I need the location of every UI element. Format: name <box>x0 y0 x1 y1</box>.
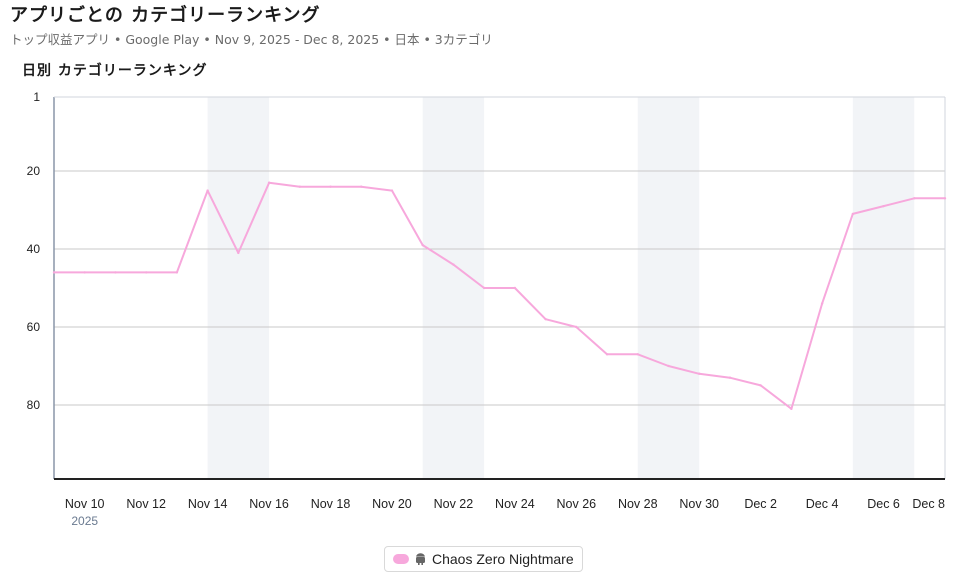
data-point <box>605 353 609 356</box>
x-tick-label: Dec 8 <box>912 497 945 511</box>
x-tick-label: Nov 16 <box>249 497 289 511</box>
page-header: アプリごとの カテゴリーランキング トップ収益アプリ • Google Play… <box>10 4 950 49</box>
legend-item[interactable]: Chaos Zero Nightmare <box>384 546 583 572</box>
data-point <box>820 302 824 305</box>
y-tick-label: 40 <box>27 242 41 256</box>
data-point <box>636 353 639 356</box>
page-subtitle: トップ収益アプリ • Google Play • Nov 9, 2025 - D… <box>10 32 493 47</box>
data-point <box>144 271 148 274</box>
x-tick-label: Nov 30 <box>679 497 719 511</box>
data-point <box>390 189 394 192</box>
legend-swatch <box>393 554 409 564</box>
x-tick-label: Nov 28 <box>618 497 658 511</box>
y-tick-label: 60 <box>27 320 41 334</box>
data-point <box>667 364 670 368</box>
data-point <box>698 372 701 375</box>
data-point <box>175 271 179 274</box>
legend-label: Chaos Zero Nightmare <box>432 551 574 567</box>
data-point <box>452 263 455 266</box>
x-tick-label: Nov 20 <box>372 497 412 511</box>
weekend-band <box>637 97 700 479</box>
data-point <box>298 185 301 188</box>
android-icon <box>416 553 425 565</box>
x-tick-label: Nov 22 <box>434 497 474 511</box>
y-tick-label: 80 <box>27 398 41 412</box>
data-point <box>114 271 117 274</box>
data-point <box>943 197 947 200</box>
x-tick-label: Nov 14 <box>188 497 228 511</box>
data-point <box>851 212 855 216</box>
data-point <box>513 286 517 290</box>
data-point <box>206 189 209 192</box>
weekend-band <box>852 97 915 479</box>
x-tick-label: Nov 24 <box>495 497 535 511</box>
data-point <box>882 204 885 208</box>
data-point <box>83 271 86 274</box>
data-point <box>329 185 332 188</box>
y-tick-label: 20 <box>27 164 41 178</box>
data-point <box>52 271 56 274</box>
data-point <box>575 325 578 329</box>
data-point <box>913 197 916 200</box>
data-point <box>267 181 271 184</box>
data-point <box>728 376 732 379</box>
weekend-band <box>422 97 485 479</box>
x-tick-label: Dec 2 <box>744 497 777 511</box>
data-point <box>237 251 240 255</box>
data-point <box>421 243 424 247</box>
x-tick-label: Dec 4 <box>806 497 839 511</box>
data-point <box>759 384 762 387</box>
x-tick-label: Nov 26 <box>557 497 597 511</box>
x-tick-label: Nov 18 <box>311 497 351 511</box>
data-point <box>790 407 793 411</box>
chart-title: 日別 カテゴリーランキング <box>22 63 208 79</box>
x-tick-label: Nov 12 <box>126 497 166 511</box>
page-title: アプリごとの カテゴリーランキング <box>10 5 321 26</box>
data-point <box>482 286 486 290</box>
series-line <box>54 181 945 410</box>
data-point <box>360 185 363 188</box>
x-tick-label: Nov 10 <box>65 497 105 511</box>
data-point <box>544 317 547 321</box>
weekend-band <box>207 97 270 479</box>
x-year-label: 2025 <box>71 514 98 528</box>
x-tick-label: Dec 6 <box>867 497 900 511</box>
y-tick-label: 1 <box>33 90 40 104</box>
